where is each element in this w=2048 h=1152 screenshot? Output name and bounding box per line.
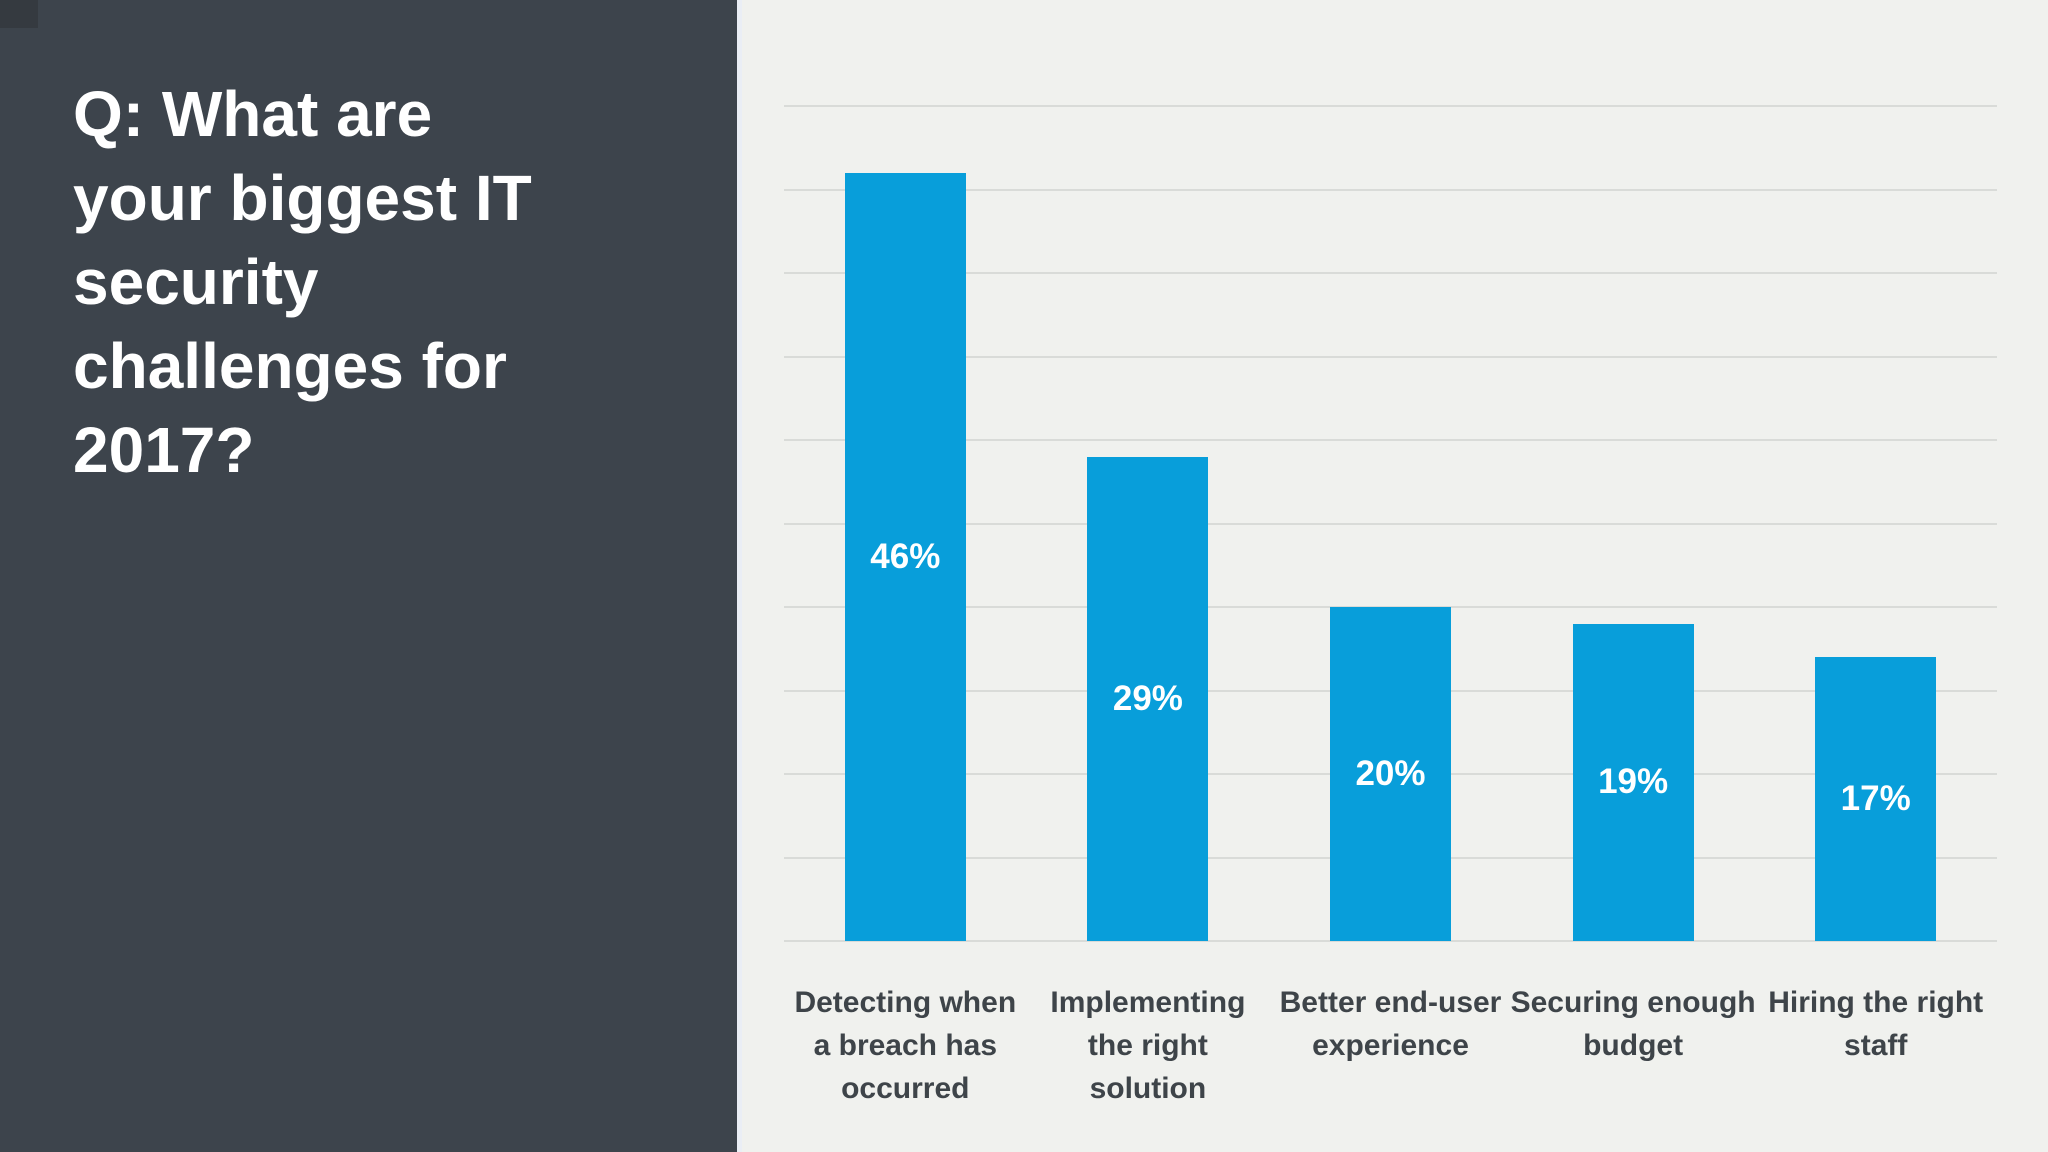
gridline <box>784 272 1997 274</box>
category-label: Detecting when a breach has occurred <box>794 986 1017 1105</box>
bar: 17% <box>1815 657 1937 941</box>
bar-value-label: 20% <box>1355 754 1426 793</box>
panel-corner-accent <box>0 0 38 28</box>
gridline <box>784 522 1997 525</box>
category-label: Implementing the right solution <box>1050 986 1246 1105</box>
category-label: Securing enough budget <box>1510 986 1756 1062</box>
gridline <box>784 105 1997 107</box>
question-panel: Q: What are your biggest IT security cha… <box>0 0 737 1152</box>
panel-divider <box>737 0 742 1152</box>
bar-value-label: 19% <box>1598 762 1669 802</box>
bar-value-label: 29% <box>1112 678 1183 718</box>
gridline <box>784 439 1997 441</box>
bar-value-label: 17% <box>1840 779 1911 819</box>
bar: 29% <box>1087 456 1209 941</box>
bar: 19% <box>1572 623 1694 941</box>
gridline <box>784 940 1997 942</box>
gridline <box>784 188 1997 191</box>
category-label: Hiring the right staff <box>1768 986 1984 1062</box>
question-title: Q: What are your biggest IT security cha… <box>73 78 532 486</box>
bar: 46% <box>844 172 966 941</box>
category-label: Better end-user experience <box>1279 986 1502 1062</box>
bar-value-label: 46% <box>870 536 941 576</box>
plot-area: 46% Detecting when a breach has occurred 2… <box>784 105 1997 1105</box>
bar: 20% <box>1330 607 1451 941</box>
gridline <box>784 355 1997 358</box>
